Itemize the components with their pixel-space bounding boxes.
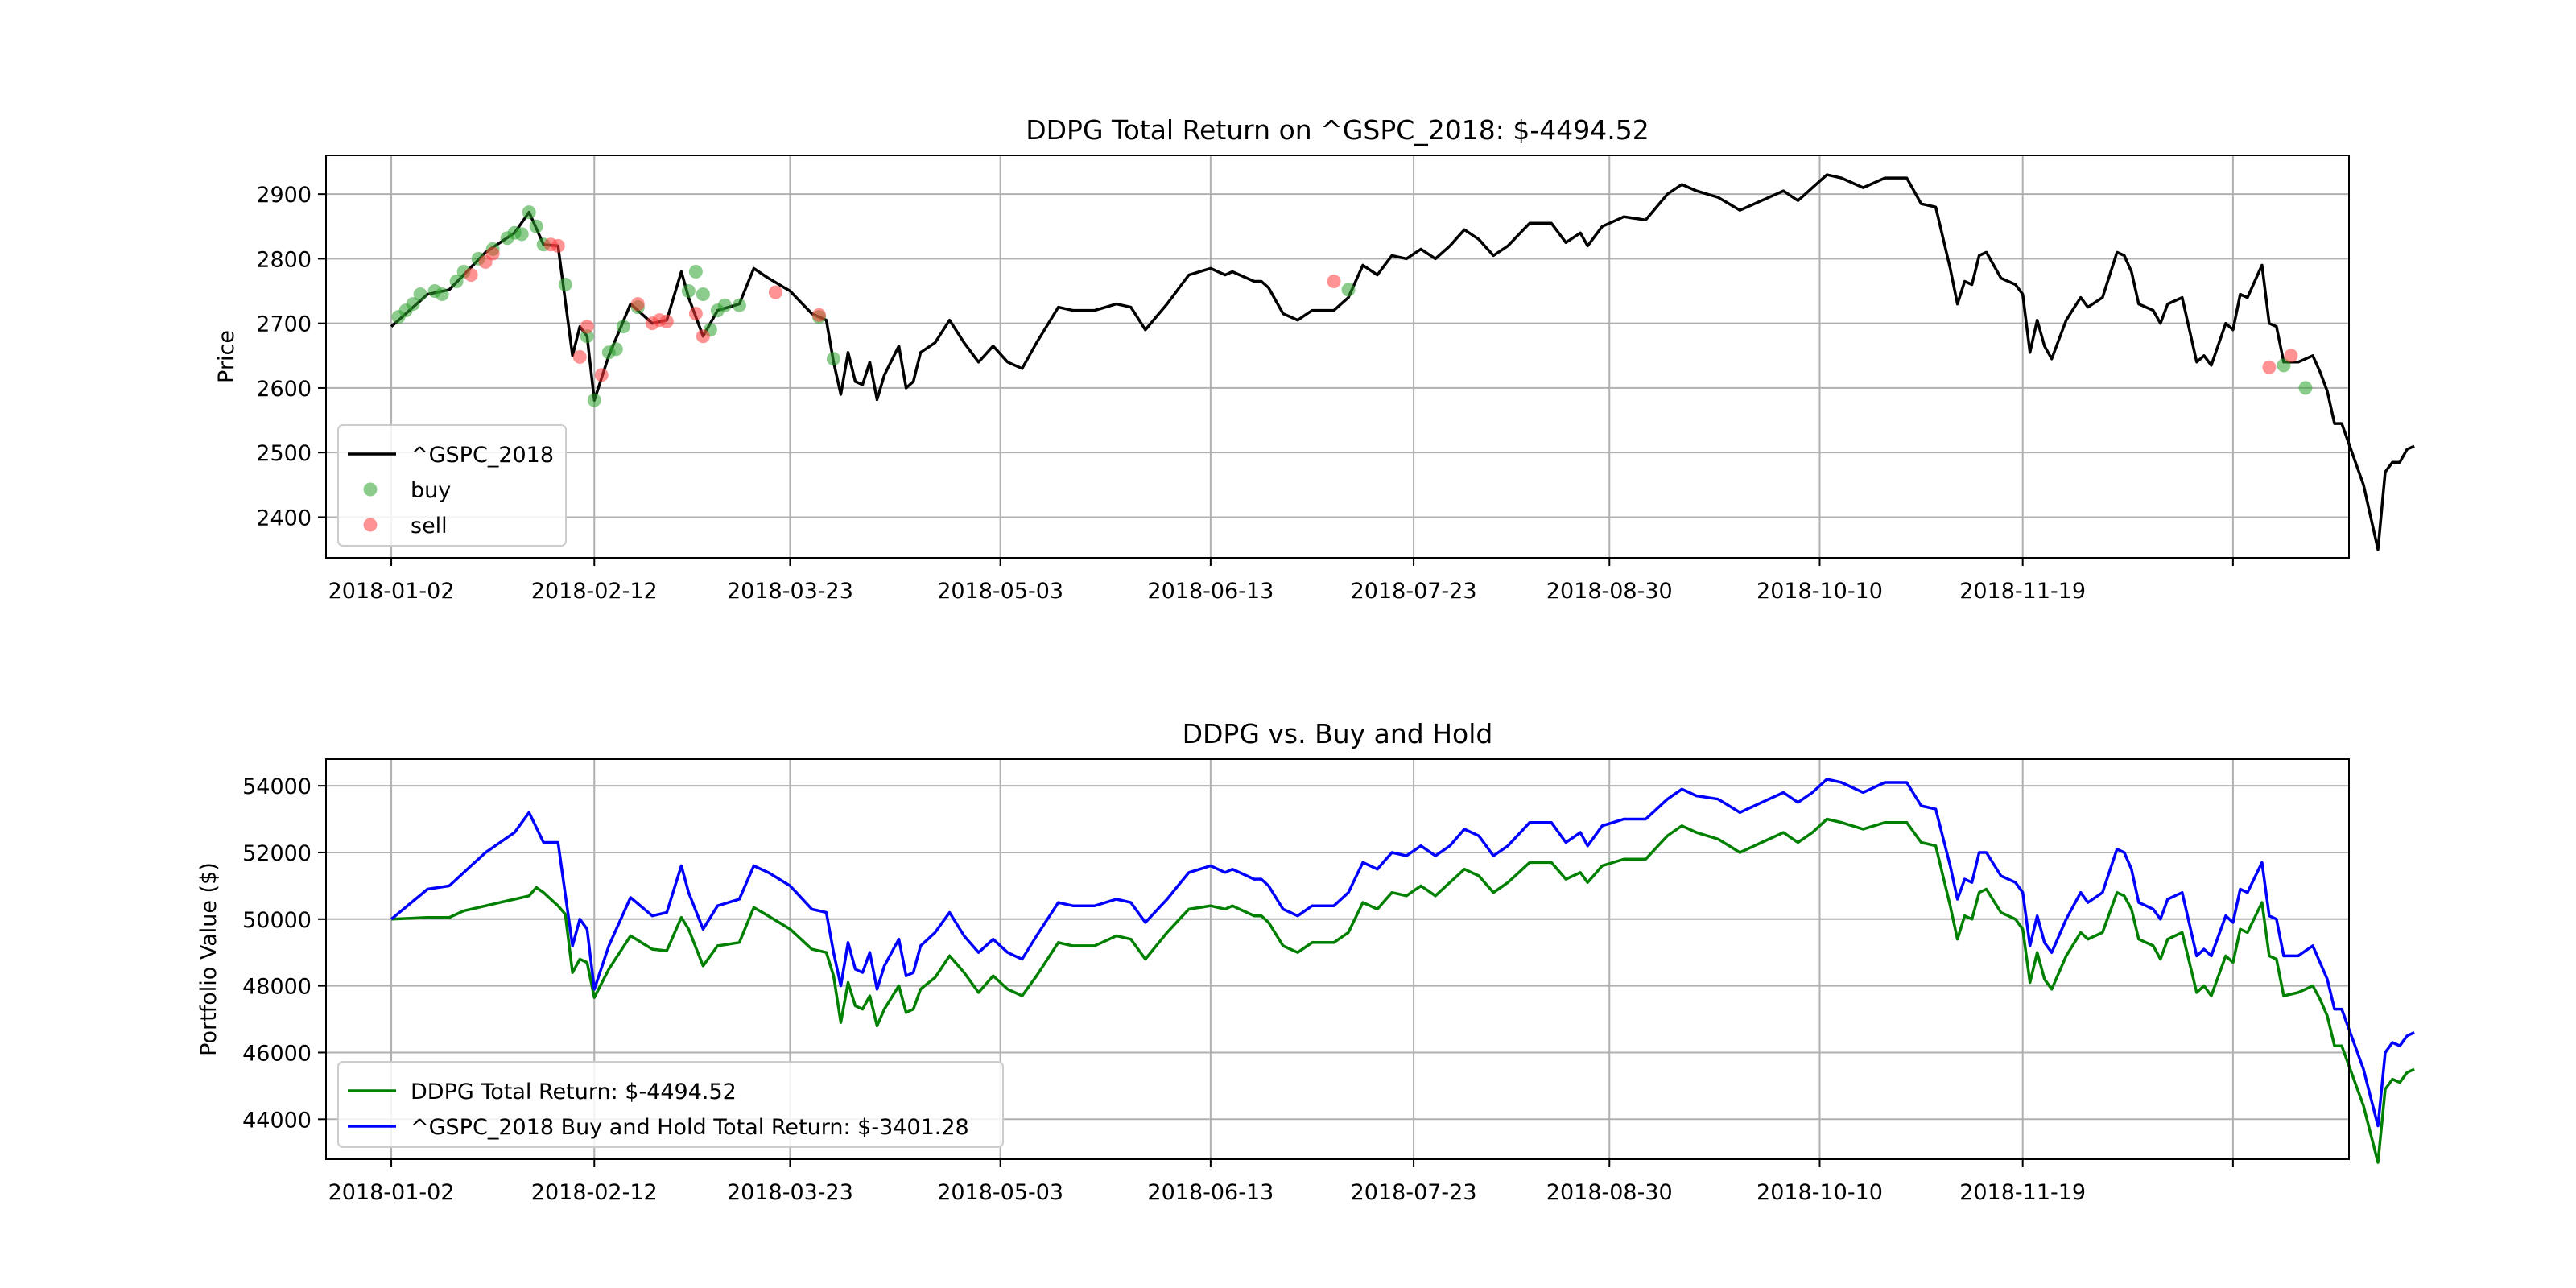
buy-marker <box>580 329 594 344</box>
sell-marker <box>811 308 826 322</box>
buy-marker <box>827 352 841 366</box>
buy-marker <box>1341 283 1356 297</box>
y-tick-label: 2600 <box>256 377 312 402</box>
legend-label: ^GSPC_2018 <box>411 443 554 468</box>
x-tick-label: 2018-08-30 <box>1546 579 1673 604</box>
x-tick-label: 2018-05-03 <box>937 579 1063 604</box>
buy-marker <box>514 227 529 242</box>
buy-marker <box>732 298 746 312</box>
legend: DDPG Total Return: $-4494.52 ^GSPC_2018 B… <box>337 1061 1004 1148</box>
x-tick-label: 2018-01-02 <box>328 1180 455 1205</box>
buy-marker <box>717 298 732 312</box>
y-axis-label: Portfolio Value ($) <box>196 862 221 1056</box>
y-tick-label: 2500 <box>256 441 312 466</box>
y-tick-label: 2900 <box>256 183 312 208</box>
series-line <box>390 173 2415 551</box>
series-line <box>390 778 2415 1128</box>
sell-marker <box>696 329 710 344</box>
buy-marker <box>688 264 703 279</box>
buy-marker <box>522 205 536 220</box>
buy-marker <box>2277 358 2291 373</box>
buy-marker <box>413 287 427 302</box>
x-tick-label: 2018-01-02 <box>328 579 455 604</box>
y-tick-label: 2800 <box>256 247 312 272</box>
sell-marker <box>580 320 594 334</box>
y-axis-label: Price <box>214 330 239 383</box>
sell-marker <box>594 368 609 382</box>
x-tick-label: 2018-03-23 <box>727 579 853 604</box>
series-line <box>391 817 2415 1164</box>
sell-marker <box>485 246 500 261</box>
x-tick-label: 2018-08-30 <box>1546 1180 1673 1205</box>
sell-marker <box>768 285 782 299</box>
x-tick-label: 2018-06-13 <box>1147 1180 1274 1205</box>
buy-marker <box>435 287 449 302</box>
buy-marker <box>681 284 696 299</box>
buy-marker <box>406 297 420 312</box>
portfolio-chart: DDPG vs. Buy and Hold Portfolio Value ($)… <box>196 718 2415 1205</box>
y-tick-label: 2400 <box>256 506 312 530</box>
sell-marker <box>688 307 703 321</box>
scatter-sell-markers <box>464 237 2298 382</box>
buy-marker <box>696 287 710 302</box>
legend-label: buy <box>411 478 451 503</box>
x-tick-label: 2018-05-03 <box>937 1180 1063 1205</box>
buy-marker <box>609 342 623 357</box>
sell-marker <box>572 349 587 364</box>
sell-marker <box>551 238 565 253</box>
chart-title: DDPG Total Return on ^GSPC_2018: $-4494.… <box>1026 114 1649 146</box>
x-tick-label: 2018-10-10 <box>1757 579 1883 604</box>
x-tick-label: 2018-11-19 <box>1959 1180 2086 1205</box>
legend-label: sell <box>411 514 448 539</box>
x-tick-label: 2018-02-12 <box>531 1180 658 1205</box>
legend-box <box>337 1061 1004 1148</box>
x-tick-label: 2018-07-23 <box>1351 579 1477 604</box>
sell-marker <box>2284 349 2298 363</box>
grid <box>326 155 2349 558</box>
y-tick-label: 46000 <box>242 1041 312 1066</box>
y-tick-label: 50000 <box>242 908 312 933</box>
x-tick-label: 2018-03-23 <box>727 1180 853 1205</box>
y-tick-label: 2700 <box>256 312 312 337</box>
x-tick-label: 2018-02-12 <box>531 579 658 604</box>
sell-marker <box>464 267 478 282</box>
sell-marker <box>2262 360 2277 374</box>
x-tick-label: 2018-11-19 <box>1959 579 2086 604</box>
price-chart: DDPG Total Return on ^GSPC_2018: $-4494.… <box>214 114 2415 604</box>
chart-title: DDPG vs. Buy and Hold <box>1183 718 1493 749</box>
y-tick-label: 52000 <box>242 841 312 866</box>
x-tick-label: 2018-07-23 <box>1351 1180 1477 1205</box>
buy-marker <box>529 219 543 233</box>
buy-marker <box>2298 381 2313 395</box>
y-tick-label: 44000 <box>242 1108 312 1133</box>
buy-marker <box>449 275 464 289</box>
grid <box>326 759 2349 1159</box>
buy-marker <box>616 320 630 334</box>
sell-marker <box>659 314 674 328</box>
plot-frame <box>325 758 2350 1160</box>
buy-marker <box>587 393 601 407</box>
legend-marker <box>363 482 378 497</box>
legend-marker <box>363 518 378 532</box>
sell-marker <box>1327 275 1341 289</box>
y-tick-label: 54000 <box>242 774 312 799</box>
x-tick-label: 2018-06-13 <box>1147 579 1274 604</box>
legend-label: DDPG Total Return: $-4494.52 <box>411 1080 737 1104</box>
plot-frame <box>325 155 2350 559</box>
buy-marker <box>558 278 572 292</box>
legend-label: ^GSPC_2018 Buy and Hold Total Return: $-… <box>411 1115 969 1140</box>
sell-marker <box>630 297 645 312</box>
y-tick-label: 48000 <box>242 975 312 1000</box>
x-tick-label: 2018-10-10 <box>1757 1180 1883 1205</box>
